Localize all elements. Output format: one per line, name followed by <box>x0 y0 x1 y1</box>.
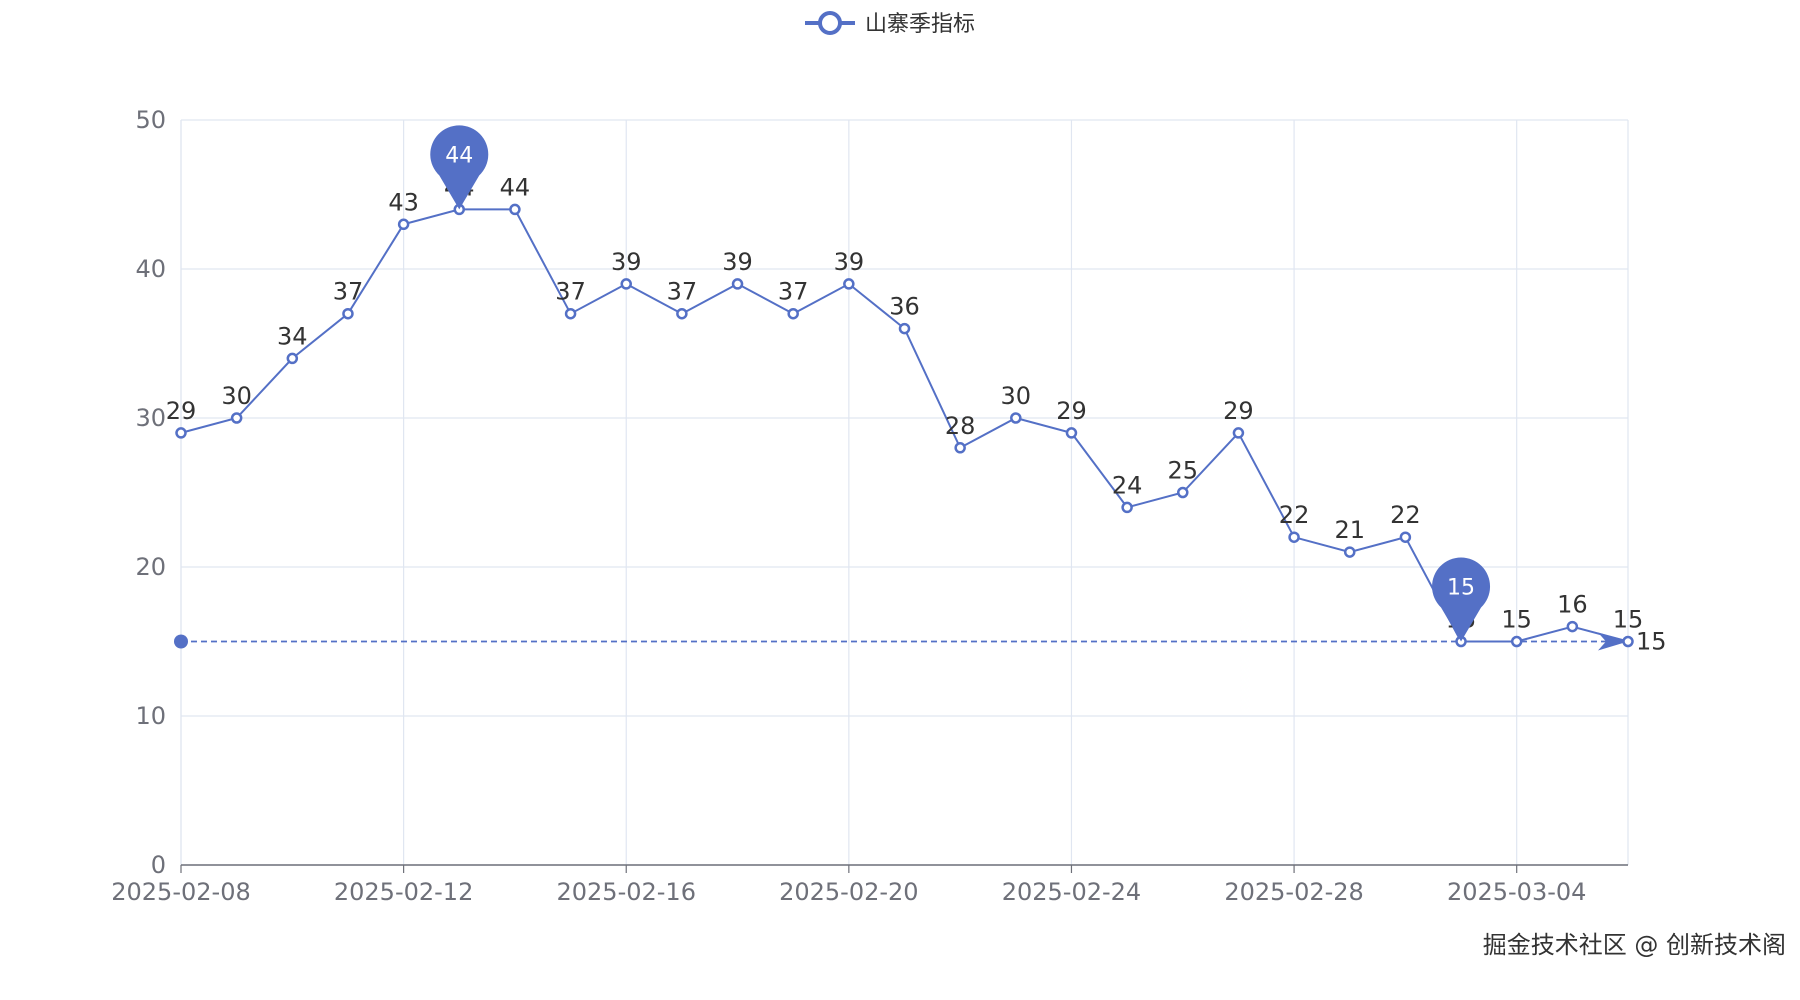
data-label: 43 <box>388 188 419 216</box>
data-label: 21 <box>1334 516 1365 544</box>
data-point <box>1288 531 1300 543</box>
legend-marker <box>818 11 842 35</box>
data-label: 34 <box>277 322 308 350</box>
data-point <box>230 412 243 424</box>
mark-point-max-label: 44 <box>445 143 473 168</box>
data-point <box>175 427 187 439</box>
data-label: 28 <box>945 412 976 440</box>
data-label: 15 <box>1501 606 1532 634</box>
data-point <box>1343 546 1356 558</box>
y-tick-label: 0 <box>151 851 166 879</box>
data-point <box>509 203 521 216</box>
data-label: 44 <box>500 173 531 201</box>
data-point <box>1622 635 1634 648</box>
mark-line-arrow <box>1598 632 1628 651</box>
data-label: 15 <box>1613 606 1644 634</box>
data-label: 16 <box>1557 591 1588 619</box>
data-point <box>1010 412 1022 424</box>
mark-point-max-pin <box>430 125 489 210</box>
x-tick-label: 2025-02-12 <box>334 878 473 906</box>
data-label: 24 <box>1112 471 1143 499</box>
data-label: 29 <box>166 397 197 425</box>
legend-label: 山寨季指标 <box>865 12 975 37</box>
data-label: 37 <box>555 278 586 306</box>
data-label: 36 <box>889 293 920 321</box>
data-label: 39 <box>834 248 865 276</box>
data-label: 30 <box>1001 382 1032 410</box>
data-point <box>1177 486 1189 499</box>
mark-point-min-pin <box>1432 557 1491 642</box>
data-label: 37 <box>667 278 698 306</box>
series-line <box>180 208 1629 643</box>
y-tick-label: 30 <box>135 404 166 432</box>
y-tick-label: 20 <box>135 553 166 581</box>
data-point <box>1065 427 1078 439</box>
data-point <box>286 352 299 365</box>
x-tick-label: 2025-02-20 <box>779 878 918 906</box>
x-tick-label: 2025-02-28 <box>1224 878 1363 906</box>
data-label: 37 <box>778 278 809 306</box>
x-tick-label: 2025-02-16 <box>556 878 695 906</box>
data-label: 25 <box>1167 457 1198 485</box>
data-point <box>564 307 577 320</box>
data-label: 29 <box>1223 397 1254 425</box>
y-tick-label: 10 <box>135 702 166 730</box>
data-point <box>1510 635 1523 648</box>
data-point <box>397 218 410 231</box>
data-point <box>1232 427 1245 439</box>
data-label: 22 <box>1390 501 1421 529</box>
x-tick-label: 2025-02-08 <box>111 878 250 906</box>
watermark: 掘金技术社区 @ 创新技术阁 <box>1482 931 1786 959</box>
data-label: 22 <box>1279 501 1310 529</box>
mark-line-label: 15 <box>1636 628 1667 656</box>
data-point <box>898 322 911 335</box>
y-tick-label: 50 <box>135 106 166 134</box>
data-point <box>620 278 632 290</box>
x-tick-label: 2025-03-04 <box>1447 878 1586 906</box>
data-point <box>1399 531 1412 543</box>
data-point <box>676 307 688 320</box>
data-label: 29 <box>1056 397 1087 425</box>
data-label: 39 <box>722 248 753 276</box>
x-tick-label: 2025-02-24 <box>1002 878 1141 906</box>
data-point <box>787 307 799 320</box>
y-tick-label: 40 <box>135 255 166 283</box>
data-label: 30 <box>221 382 252 410</box>
data-point <box>1121 501 1133 514</box>
data-point <box>954 442 966 454</box>
data-point <box>843 278 855 290</box>
data-point <box>731 278 744 290</box>
data-label: 39 <box>611 248 642 276</box>
data-label: 37 <box>333 278 364 306</box>
data-point <box>1566 620 1579 633</box>
data-point <box>342 307 354 320</box>
mark-point-min-label: 15 <box>1447 576 1475 601</box>
